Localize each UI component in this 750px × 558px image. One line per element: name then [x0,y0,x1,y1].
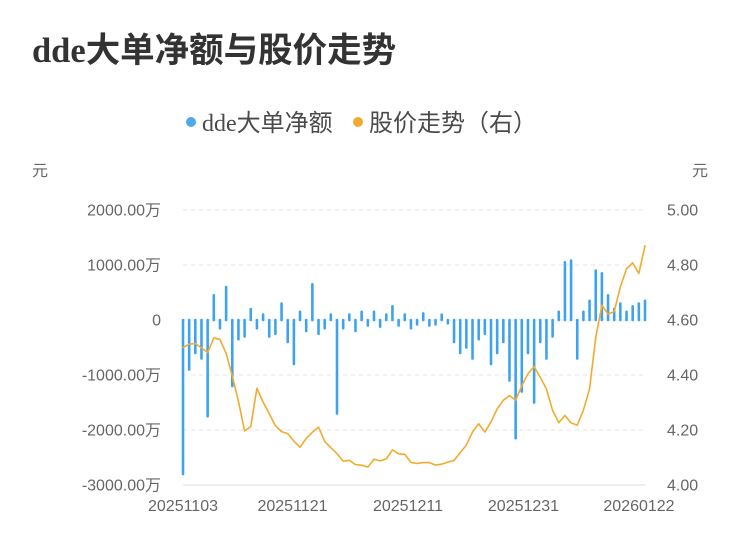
svg-text:20251211: 20251211 [373,498,443,515]
svg-text:4.60: 4.60 [667,313,698,330]
svg-text:4.20: 4.20 [667,423,698,440]
svg-text:4.00: 4.00 [667,478,698,495]
svg-text:2000.00万: 2000.00万 [87,203,161,220]
svg-text:20251231: 20251231 [488,498,559,515]
svg-text:20251121: 20251121 [257,498,327,515]
svg-text:5.00: 5.00 [667,203,698,220]
svg-text:-2000.00万: -2000.00万 [82,423,161,440]
svg-text:-3000.00万: -3000.00万 [82,478,161,495]
svg-text:20251103: 20251103 [148,498,218,515]
svg-text:0: 0 [152,313,161,330]
svg-text:1000.00万: 1000.00万 [87,258,161,275]
svg-text:4.80: 4.80 [667,258,698,275]
svg-text:4.40: 4.40 [667,368,698,385]
svg-text:20260122: 20260122 [603,498,674,515]
svg-text:-1000.00万: -1000.00万 [82,368,161,385]
